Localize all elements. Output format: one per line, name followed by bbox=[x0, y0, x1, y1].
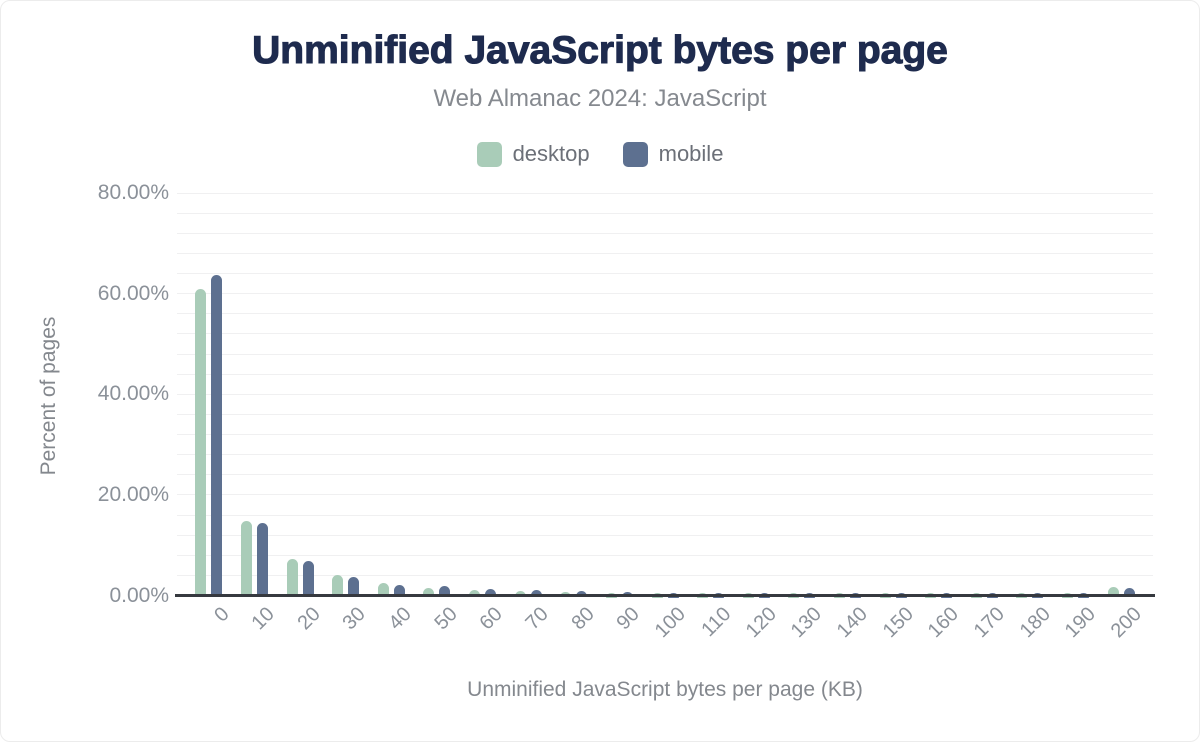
gridline bbox=[177, 574, 1153, 576]
gridline bbox=[177, 353, 1153, 355]
bar-mobile-10kb[interactable] bbox=[256, 523, 268, 598]
gridline bbox=[177, 514, 1153, 516]
y-tick-label: 60.00% bbox=[97, 281, 169, 305]
bar-mobile-40kb[interactable] bbox=[393, 584, 405, 598]
bar-mobile-200kb[interactable] bbox=[1123, 588, 1135, 598]
gridline bbox=[177, 393, 1153, 395]
bar-desktop-10kb[interactable] bbox=[240, 521, 252, 598]
gridline bbox=[177, 232, 1153, 234]
bar-mobile-60kb[interactable] bbox=[485, 588, 497, 598]
y-tick-label: 0.00% bbox=[109, 583, 169, 607]
x-tick: 200 bbox=[910, 603, 1146, 642]
gridline bbox=[177, 333, 1153, 335]
bar-desktop-20kb[interactable] bbox=[286, 558, 298, 598]
y-tick-label: 40.00% bbox=[97, 382, 169, 406]
bar-mobile-50kb[interactable] bbox=[439, 586, 451, 598]
bar-desktop-50kb[interactable] bbox=[423, 587, 435, 598]
gridline bbox=[177, 313, 1153, 315]
legend: desktop mobile bbox=[1, 141, 1199, 167]
legend-label-desktop: desktop bbox=[512, 141, 590, 166]
gridline bbox=[177, 454, 1153, 456]
bar-mobile-70kb[interactable] bbox=[530, 590, 542, 598]
gridline bbox=[177, 293, 1153, 295]
gridline bbox=[177, 474, 1153, 476]
bar-desktop-200kb[interactable] bbox=[1107, 586, 1119, 598]
bar-mobile-20kb[interactable] bbox=[302, 561, 314, 598]
bar-desktop-40kb[interactable] bbox=[377, 583, 389, 598]
gridline bbox=[177, 373, 1153, 375]
legend-label-mobile: mobile bbox=[658, 141, 724, 166]
gridline bbox=[177, 253, 1153, 255]
bar-mobile-30kb[interactable] bbox=[348, 577, 360, 598]
bar-desktop-60kb[interactable] bbox=[469, 590, 481, 598]
gridline bbox=[177, 534, 1153, 536]
x-axis-line bbox=[175, 594, 1155, 597]
legend-item-desktop: desktop bbox=[476, 141, 590, 167]
bar-desktop-30kb[interactable] bbox=[332, 575, 344, 598]
y-tick-label: 20.00% bbox=[97, 482, 169, 506]
x-tick-label: 200 bbox=[1106, 603, 1146, 643]
chart-subtitle: Web Almanac 2024: JavaScript bbox=[433, 85, 767, 112]
gridline bbox=[177, 413, 1153, 415]
gridline bbox=[177, 192, 1153, 194]
legend-item-mobile: mobile bbox=[622, 141, 724, 167]
gridline bbox=[177, 273, 1153, 275]
legend-swatch-desktop-icon bbox=[476, 141, 502, 167]
chart-title: Unminified JavaScript bytes per page bbox=[252, 28, 949, 72]
y-tick-label: 80.00% bbox=[97, 181, 169, 205]
legend-swatch-mobile-icon bbox=[622, 141, 648, 167]
gridline bbox=[177, 434, 1153, 436]
gridline bbox=[177, 554, 1153, 556]
gridline bbox=[177, 212, 1153, 214]
bar-mobile-0kb[interactable] bbox=[211, 274, 223, 598]
gridline bbox=[177, 494, 1153, 496]
bar-desktop-0kb[interactable] bbox=[195, 289, 207, 598]
x-axis-title: Unminified JavaScript bytes per page (KB… bbox=[467, 678, 863, 701]
